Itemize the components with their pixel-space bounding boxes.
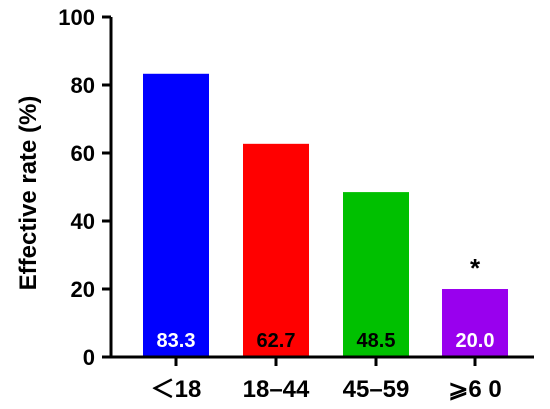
y-tick-label: 100 xyxy=(58,5,95,30)
y-tick-label: 80 xyxy=(71,73,95,98)
data-label: 83.3 xyxy=(157,330,196,352)
y-tick-label: 40 xyxy=(71,209,95,234)
y-tick-label: 0 xyxy=(83,345,95,370)
data-label: 62.7 xyxy=(257,330,296,352)
y-axis: 0 20 40 60 80 100 xyxy=(58,5,113,370)
x-tick-label: 18–44 xyxy=(243,376,310,403)
y-axis-label: Effective rate (%) xyxy=(15,96,42,291)
y-tick-label: 60 xyxy=(71,141,95,166)
bar xyxy=(442,289,508,357)
data-label: 48.5 xyxy=(357,330,396,352)
significance-marker: * xyxy=(470,253,481,283)
x-tick-label: ＜18 xyxy=(151,376,202,403)
bar xyxy=(343,192,409,357)
x-axis: ＜18 18–44 45–59 ⩾6 0 xyxy=(109,355,534,403)
y-tick-label: 20 xyxy=(71,277,95,302)
bars: 83.3 62.7 48.5 20.0 * xyxy=(143,73,508,357)
x-tick-label: ⩾6 0 xyxy=(448,376,501,403)
x-tick-label: 45–59 xyxy=(343,376,410,403)
bar xyxy=(243,143,309,357)
data-label: 20.0 xyxy=(456,330,495,352)
bar xyxy=(143,73,209,357)
